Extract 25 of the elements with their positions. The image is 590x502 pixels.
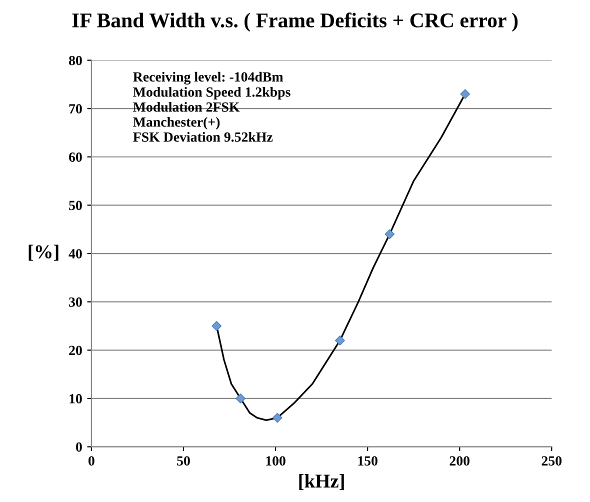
y-tick-label: 60 xyxy=(69,152,82,162)
y-tick-label: 80 xyxy=(68,56,82,66)
y-tick-label: 10 xyxy=(70,394,82,404)
y-tick-label: 40 xyxy=(68,249,82,258)
point xyxy=(212,321,222,331)
y-tick-label: 70 xyxy=(69,104,82,114)
point xyxy=(335,336,345,346)
x-axis-title: [kHz] xyxy=(299,474,344,490)
y-tick-label: 0 xyxy=(76,442,82,452)
y-tick-label: 20 xyxy=(69,346,82,356)
y-tick-label: 50 xyxy=(69,200,82,210)
y-tick-label: 30 xyxy=(69,297,82,307)
x-tick-label: 0 xyxy=(88,456,94,466)
point xyxy=(384,229,395,240)
x-tick-label: 100 xyxy=(266,456,286,466)
x-tick-label: 50 xyxy=(177,456,190,466)
point xyxy=(272,412,282,423)
x-tick-label: 200 xyxy=(450,456,470,466)
y-axis-title: [%] xyxy=(28,244,58,261)
point xyxy=(236,394,246,404)
chart-title: IF Band Width v.s. ( Frame Deficits + CRC error ) xyxy=(72,12,518,32)
annotation: Receiving level: -104dBm Modulation Speed 1.2kbps Modulation 2FSK Manchester(+) FSK Deviation 9.52kHz xyxy=(133,72,290,142)
x-tick-label: 250 xyxy=(542,456,562,466)
x-tick-label: 150 xyxy=(358,456,378,466)
point xyxy=(460,89,470,100)
